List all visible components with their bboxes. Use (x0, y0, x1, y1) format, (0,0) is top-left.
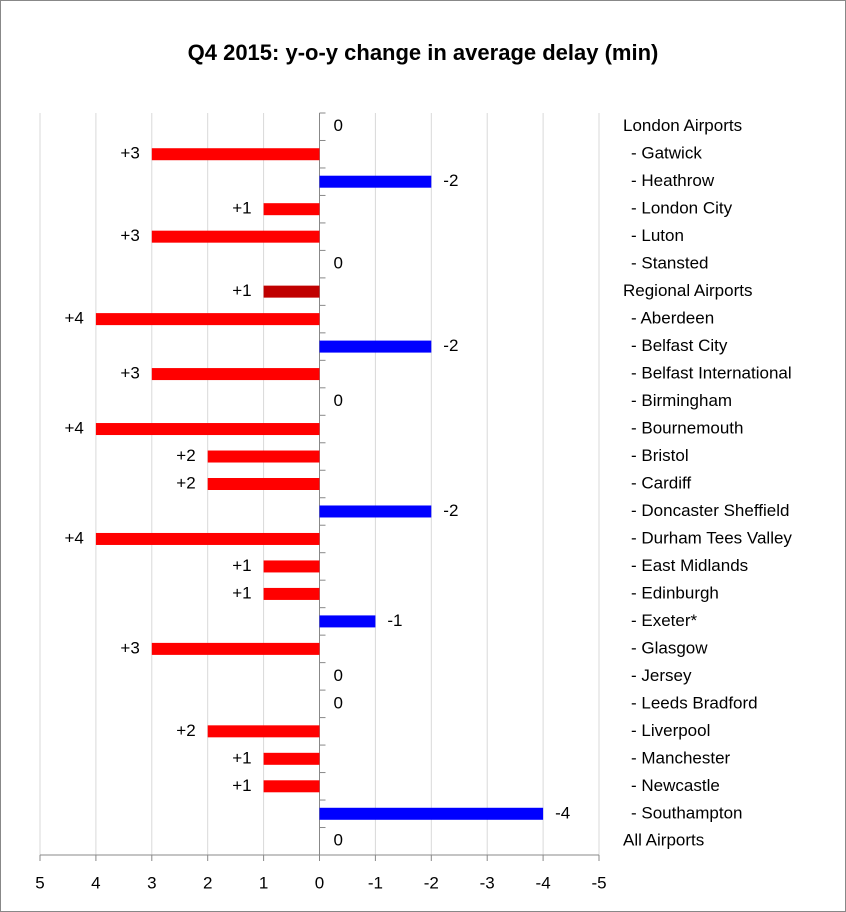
x-tick-label: -2 (424, 873, 439, 892)
bar (319, 175, 432, 188)
bar (207, 450, 320, 463)
category-label: - Southampton (631, 803, 743, 822)
bar (95, 423, 320, 436)
category-label: - Aberdeen (631, 309, 714, 328)
data-label: +1 (232, 199, 251, 218)
x-tick-label: 2 (203, 873, 212, 892)
category-label: - Stansted (631, 254, 709, 273)
category-label: - Heathrow (631, 171, 715, 190)
category-label: - Bristol (631, 446, 689, 465)
data-label: +4 (65, 309, 84, 328)
category-label: - Leeds Bradford (631, 693, 758, 712)
bar (151, 230, 320, 243)
x-tick-label: -5 (591, 873, 606, 892)
data-label: +1 (232, 583, 251, 602)
data-label: +3 (120, 364, 139, 383)
data-label: +3 (120, 226, 139, 245)
data-label: +3 (120, 638, 139, 657)
bar (319, 615, 376, 628)
bar (95, 532, 320, 545)
bar (319, 807, 544, 820)
data-label: +1 (232, 281, 251, 300)
data-label: 0 (334, 254, 343, 273)
category-label: - Liverpool (631, 721, 710, 740)
chart-title: Q4 2015: y-o-y change in average delay (… (188, 40, 659, 65)
category-label: - Doncaster Sheffield (631, 501, 789, 520)
bar (319, 340, 432, 353)
data-label: +2 (176, 446, 195, 465)
category-label: - Bournemouth (631, 419, 743, 438)
data-label: 0 (334, 391, 343, 410)
bar (263, 752, 320, 765)
bar (263, 560, 320, 573)
bar (95, 313, 320, 326)
bar (207, 725, 320, 738)
category-label: Regional Airports (623, 281, 752, 300)
category-label: - Manchester (631, 748, 731, 767)
category-label: - Durham Tees Valley (631, 528, 792, 547)
category-label: - Gatwick (631, 144, 702, 163)
data-label: +1 (232, 556, 251, 575)
category-label: - East Midlands (631, 556, 748, 575)
category-label: - Glasgow (631, 638, 708, 657)
data-label: +2 (176, 473, 195, 492)
data-label: +4 (65, 419, 84, 438)
x-tick-label: 0 (315, 873, 324, 892)
data-label: -2 (443, 171, 458, 190)
data-label: 0 (334, 666, 343, 685)
x-tick-label: -3 (480, 873, 495, 892)
data-label: 0 (334, 116, 343, 135)
bar (263, 285, 320, 298)
bar (263, 587, 320, 600)
bar (151, 642, 320, 655)
category-label: - London City (631, 199, 733, 218)
category-label: All Airports (623, 831, 704, 850)
data-label: -1 (387, 611, 402, 630)
category-label: - Exeter* (631, 611, 698, 630)
data-label: +4 (65, 528, 84, 547)
bar (263, 780, 320, 793)
data-label: +1 (232, 748, 251, 767)
data-label: -4 (555, 803, 570, 822)
category-label: - Edinburgh (631, 583, 719, 602)
data-label: +1 (232, 776, 251, 795)
data-label: 0 (334, 831, 343, 850)
category-label: - Birmingham (631, 391, 732, 410)
category-label: - Jersey (631, 666, 692, 685)
bar (151, 148, 320, 161)
bar (263, 203, 320, 216)
data-label: +3 (120, 144, 139, 163)
bar (207, 478, 320, 490)
bar (151, 368, 320, 381)
x-tick-label: 5 (35, 873, 44, 892)
category-label: - Belfast International (631, 364, 792, 383)
data-label: -2 (443, 501, 458, 520)
x-tick-label: -1 (368, 873, 383, 892)
data-label: -2 (443, 336, 458, 355)
bar (319, 505, 432, 518)
category-label: London Airports (623, 116, 742, 135)
category-label: - Belfast City (631, 336, 728, 355)
x-tick-label: -4 (536, 873, 551, 892)
data-label: +2 (176, 721, 195, 740)
x-tick-label: 3 (147, 873, 156, 892)
category-label: - Luton (631, 226, 684, 245)
data-label: 0 (334, 693, 343, 712)
x-tick-label: 4 (91, 873, 100, 892)
category-label: - Cardiff (631, 473, 691, 492)
x-tick-label: 1 (259, 873, 268, 892)
category-label: - Newcastle (631, 776, 720, 795)
